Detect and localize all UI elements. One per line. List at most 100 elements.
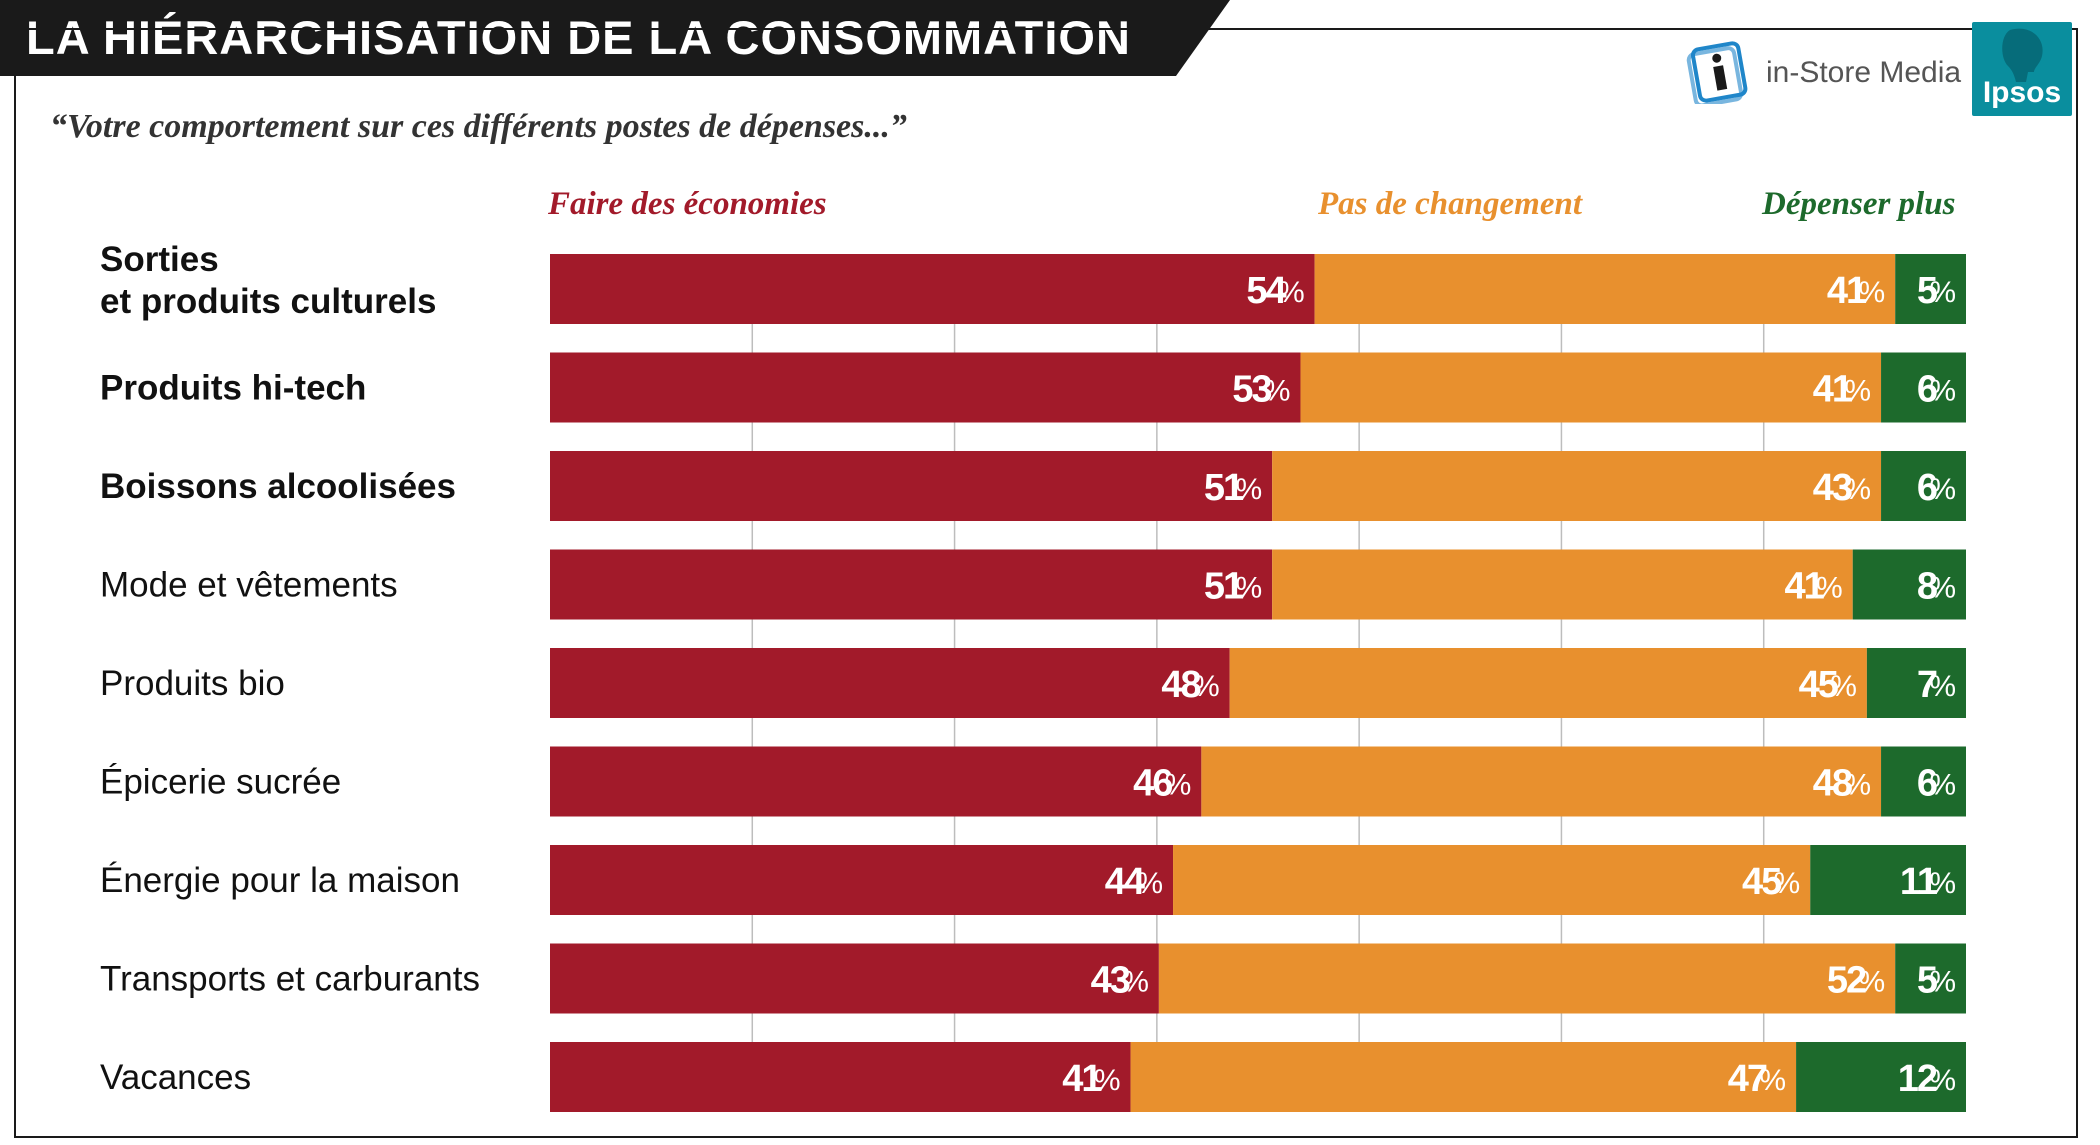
category-label: Mode et vêtements bbox=[100, 566, 398, 605]
data-label: 52 bbox=[1827, 960, 1866, 1002]
data-label: 46 bbox=[1133, 763, 1172, 805]
bar-segment bbox=[1272, 549, 1853, 620]
bar-segment bbox=[1895, 254, 1966, 324]
data-label-percent: % bbox=[1859, 966, 1886, 999]
data-label-percent: % bbox=[1264, 375, 1291, 408]
bar-segment bbox=[1796, 1042, 1966, 1112]
data-label: 8 bbox=[1917, 566, 1937, 608]
data-label-percent: % bbox=[1816, 572, 1843, 605]
data-label: 47 bbox=[1728, 1058, 1767, 1100]
bar-segment bbox=[550, 352, 1301, 423]
data-label-percent: % bbox=[1774, 867, 1801, 900]
data-label: 51 bbox=[1204, 566, 1244, 608]
data-label: 5 bbox=[1917, 960, 1938, 1002]
bar-segment bbox=[1881, 451, 1966, 521]
data-label: 43 bbox=[1091, 960, 1130, 1002]
bar-segment bbox=[550, 1042, 1131, 1112]
bar-segment bbox=[550, 648, 1230, 718]
instore-media-text: in-Store Media bbox=[1766, 56, 1962, 89]
data-label-percent: % bbox=[1929, 867, 1956, 900]
bar-segment bbox=[1158, 943, 1896, 1014]
ipsos-head-icon bbox=[2002, 28, 2043, 82]
data-label-percent: % bbox=[1929, 473, 1956, 506]
bar-segment bbox=[1881, 746, 1966, 817]
data-label-percent: % bbox=[1122, 966, 1149, 999]
data-label: 11 bbox=[1900, 861, 1938, 903]
category-label: Vacances bbox=[100, 1058, 251, 1097]
data-label: 41 bbox=[1813, 369, 1853, 411]
data-label-percent: % bbox=[1929, 572, 1956, 605]
bar-segment bbox=[1810, 845, 1966, 915]
bar-segment bbox=[550, 254, 1315, 324]
data-label-percent: % bbox=[1278, 276, 1305, 309]
legend-faire-des-economies: Faire des économies bbox=[548, 186, 827, 222]
legend-pas-de-changement: Pas de changement bbox=[1318, 186, 1582, 222]
data-label: 41 bbox=[1784, 566, 1824, 608]
data-label: 6 bbox=[1917, 763, 1937, 805]
data-label-percent: % bbox=[1830, 670, 1857, 703]
data-label-percent: % bbox=[1136, 867, 1163, 900]
category-label: Sorties et produits culturels bbox=[100, 240, 436, 321]
bar-segment bbox=[1881, 352, 1966, 423]
data-label-percent: % bbox=[1929, 769, 1956, 802]
bar-segment bbox=[550, 549, 1273, 620]
bar-segment bbox=[1272, 451, 1882, 521]
category-label: Transports et carburants bbox=[100, 960, 480, 999]
title-band: LA HIÉRARCHISATION DE LA CONSOMMATION bbox=[0, 0, 1230, 76]
data-label-percent: % bbox=[1844, 473, 1871, 506]
ipsos-text: Ipsos bbox=[1982, 76, 2062, 109]
data-label: 6 bbox=[1917, 369, 1937, 411]
bar-segment bbox=[1130, 1042, 1797, 1112]
data-label: 51 bbox=[1204, 467, 1244, 509]
category-label: Énergie pour la maison bbox=[100, 861, 460, 900]
data-label-percent: % bbox=[1759, 1064, 1786, 1097]
data-label-percent: % bbox=[1844, 375, 1871, 408]
data-label: 6 bbox=[1917, 467, 1937, 509]
data-label-percent: % bbox=[1929, 670, 1956, 703]
bar-segment bbox=[1895, 943, 1966, 1014]
data-label: 48 bbox=[1813, 763, 1852, 805]
bar-segment bbox=[550, 451, 1273, 521]
data-label-percent: % bbox=[1929, 966, 1956, 999]
data-label: 53 bbox=[1232, 369, 1271, 411]
data-label: 43 bbox=[1813, 467, 1852, 509]
data-label-percent: % bbox=[1235, 572, 1262, 605]
category-label: Épicerie sucrée bbox=[100, 763, 341, 802]
info-icon bbox=[1686, 41, 1748, 104]
data-label-percent: % bbox=[1929, 276, 1956, 309]
data-label: 12 bbox=[1898, 1058, 1937, 1100]
data-label: 54 bbox=[1246, 270, 1286, 312]
data-label-percent: % bbox=[1929, 375, 1956, 408]
bar-segment bbox=[1201, 746, 1882, 817]
chart-subtitle: “Votre comportement sur ces différents p… bbox=[50, 108, 907, 145]
data-label-percent: % bbox=[1859, 276, 1886, 309]
data-label-percent: % bbox=[1929, 1064, 1956, 1097]
data-label-percent: % bbox=[1165, 769, 1192, 802]
data-label: 7 bbox=[1917, 664, 1937, 706]
category-label: Produits bio bbox=[100, 664, 285, 703]
data-label-percent: % bbox=[1094, 1064, 1121, 1097]
bar-segment bbox=[550, 746, 1202, 817]
bar-segment bbox=[1314, 254, 1896, 324]
page-title: LA HIÉRARCHISATION DE LA CONSOMMATION bbox=[26, 11, 1131, 64]
data-label-percent: % bbox=[1193, 670, 1220, 703]
bar-segment bbox=[550, 845, 1174, 915]
data-label-percent: % bbox=[1235, 473, 1262, 506]
instore-media-logo: in-Store Media bbox=[1686, 38, 1961, 108]
legend-depenser-plus: Dépenser plus bbox=[1762, 186, 1956, 222]
category-label: Boissons alcoolisées bbox=[100, 467, 456, 506]
bar-segment bbox=[1229, 648, 1867, 718]
data-label-percent: % bbox=[1844, 769, 1871, 802]
data-label: 45 bbox=[1742, 861, 1782, 903]
bar-segment bbox=[550, 943, 1159, 1014]
ipsos-logo: Ipsos bbox=[1972, 22, 2072, 116]
bar-segment bbox=[1866, 648, 1966, 718]
bar-segment bbox=[1300, 352, 1882, 423]
data-label: 45 bbox=[1799, 664, 1839, 706]
chart-frame bbox=[14, 28, 2078, 1138]
bar-segment bbox=[1173, 845, 1811, 915]
title-band-shape bbox=[0, 0, 1230, 76]
data-label: 41 bbox=[1827, 270, 1867, 312]
category-label: Produits hi-tech bbox=[100, 369, 366, 408]
